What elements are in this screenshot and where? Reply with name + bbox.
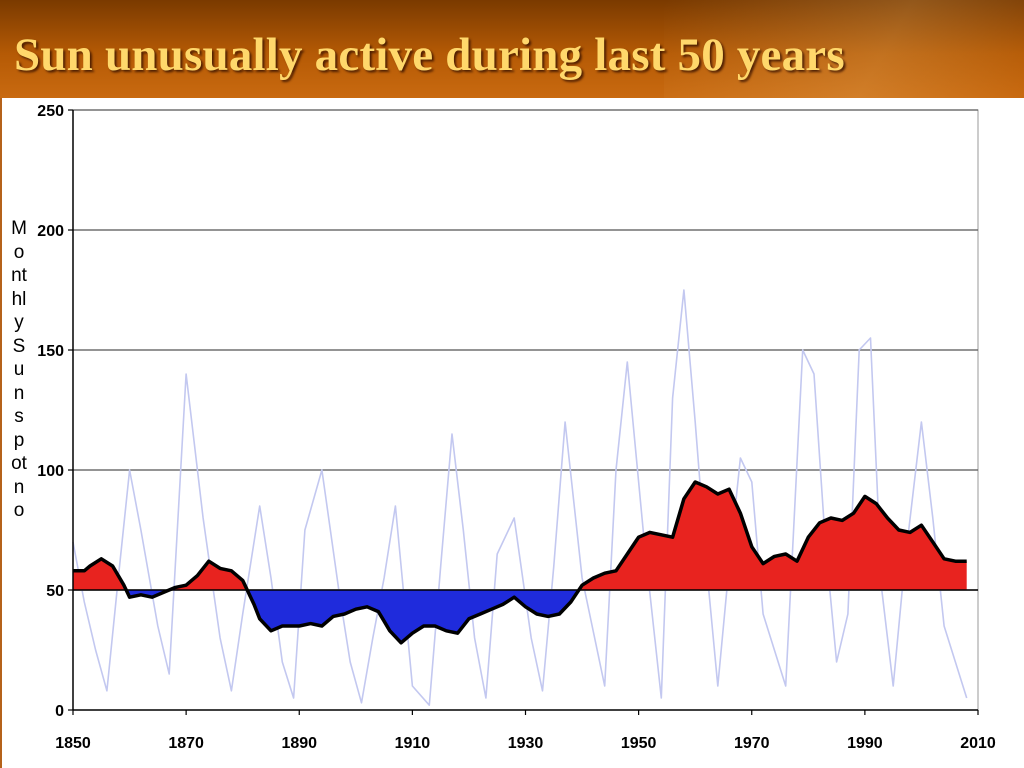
x-tick-label-1910: 1910 bbox=[395, 735, 431, 752]
y-axis-label: Monthly Sunspotno bbox=[11, 218, 27, 521]
title-bar-sheen bbox=[664, 0, 1024, 98]
below-baseline-area-3 bbox=[247, 590, 579, 643]
x-tick-label-1870: 1870 bbox=[168, 735, 204, 752]
x-tick-label-1930: 1930 bbox=[508, 735, 544, 752]
x-tick-label-1990: 1990 bbox=[847, 735, 883, 752]
slide-left-border bbox=[0, 98, 2, 768]
title-bar: Sun unusually active during last 50 year… bbox=[0, 0, 1024, 98]
y-tick-label-100: 100 bbox=[37, 463, 64, 480]
above-baseline-area-2 bbox=[169, 561, 248, 590]
sunspot-chart: 0 50 100 150 200 250 1850 1870 1890 1910 1930 1950… bbox=[37, 103, 996, 752]
smoothed-sunspot-line bbox=[73, 480, 967, 645]
x-tick-label-1890: 1890 bbox=[281, 735, 317, 752]
above-baseline-area-4 bbox=[578, 482, 967, 590]
y-tick-label-250: 250 bbox=[37, 103, 64, 120]
y-tick-label-0: 0 bbox=[55, 703, 64, 720]
plot-area bbox=[72, 109, 979, 711]
slide-title: Sun unusually active during last 50 year… bbox=[14, 29, 845, 81]
x-tick-label-1950: 1950 bbox=[621, 735, 657, 752]
y-tick-label-200: 200 bbox=[37, 223, 64, 240]
y-tick-label-150: 150 bbox=[37, 343, 64, 360]
y-tick-label-50: 50 bbox=[46, 583, 64, 600]
x-tick-label-1970: 1970 bbox=[734, 735, 770, 752]
x-tick-label-2010: 2010 bbox=[960, 735, 996, 752]
x-tick-label-1850: 1850 bbox=[55, 735, 91, 752]
